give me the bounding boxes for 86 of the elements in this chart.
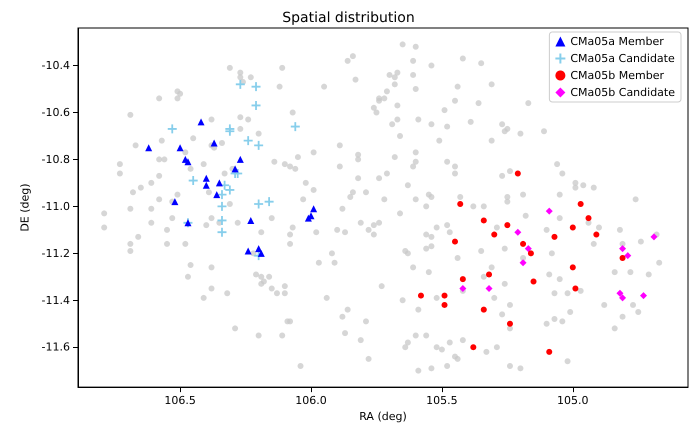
point (252, 100, 261, 110)
point (217, 202, 226, 211)
point (619, 245, 626, 252)
point (168, 124, 177, 134)
y-axis-title: DE (deg) (18, 183, 32, 232)
point (480, 306, 487, 313)
point (236, 156, 244, 163)
point (252, 82, 261, 92)
legend-label: CMa05a Candidate (570, 52, 675, 65)
point (528, 250, 534, 256)
point (264, 197, 274, 206)
point (213, 191, 220, 198)
point (202, 174, 210, 182)
point (520, 240, 526, 247)
y-tick-label: -11.4 (42, 294, 70, 307)
point (254, 200, 264, 209)
point (442, 302, 448, 308)
point (624, 252, 632, 260)
point (310, 205, 318, 212)
point (530, 278, 537, 284)
point (457, 201, 464, 208)
point (520, 259, 527, 266)
point (486, 285, 493, 292)
point (217, 190, 226, 200)
legend-label: CMa05b Member (570, 69, 664, 82)
point (232, 165, 239, 172)
point (546, 208, 553, 215)
point (504, 222, 510, 228)
point (619, 294, 626, 302)
x-tick-label: 106.0 (295, 394, 327, 408)
point (578, 201, 584, 208)
x-tick-label: 106.5 (164, 394, 196, 408)
point (254, 140, 264, 150)
point (551, 234, 558, 240)
point (546, 348, 552, 355)
point (217, 228, 226, 237)
point (514, 170, 521, 177)
point (418, 292, 424, 299)
point (171, 198, 178, 206)
point (572, 286, 578, 292)
y-tick-label: -10.6 (42, 106, 70, 119)
point (480, 217, 487, 224)
legend-label: CMa05b Candidate (570, 86, 676, 99)
point (247, 216, 254, 224)
point (258, 250, 265, 257)
point (216, 179, 223, 186)
point (452, 238, 458, 245)
point (217, 216, 226, 225)
point (506, 320, 513, 327)
y-tick-label: -10.8 (42, 152, 70, 166)
chart-title: Spatial distribution (282, 10, 415, 26)
legend-label: CMa05a Member (570, 35, 664, 48)
point (304, 214, 312, 222)
point (442, 292, 448, 299)
point (586, 215, 592, 222)
point (616, 290, 624, 297)
point (640, 292, 647, 300)
point (244, 247, 252, 254)
point (524, 245, 532, 252)
point (145, 144, 152, 152)
point (459, 285, 466, 292)
point (460, 276, 466, 282)
point (514, 228, 522, 236)
y-tick-label: -11.2 (42, 246, 70, 260)
point (176, 144, 184, 152)
y-tick-label: -10.4 (42, 59, 70, 72)
point (210, 140, 218, 147)
point (470, 344, 476, 350)
point (290, 122, 300, 132)
x-tick-label: 105.5 (426, 394, 458, 408)
point (184, 158, 192, 166)
point (486, 271, 492, 278)
x-tick-label: 105.0 (557, 394, 589, 408)
point (225, 185, 234, 194)
point (202, 182, 210, 189)
point (198, 118, 205, 126)
x-axis-title: RA (deg) (359, 410, 407, 423)
y-tick-label: -11.6 (42, 340, 70, 354)
point (593, 232, 600, 238)
point (491, 232, 498, 238)
point (650, 233, 658, 240)
point (570, 224, 576, 230)
point (570, 264, 576, 270)
point (188, 176, 198, 186)
y-tick-label: -11.0 (42, 200, 70, 213)
point (620, 255, 626, 262)
